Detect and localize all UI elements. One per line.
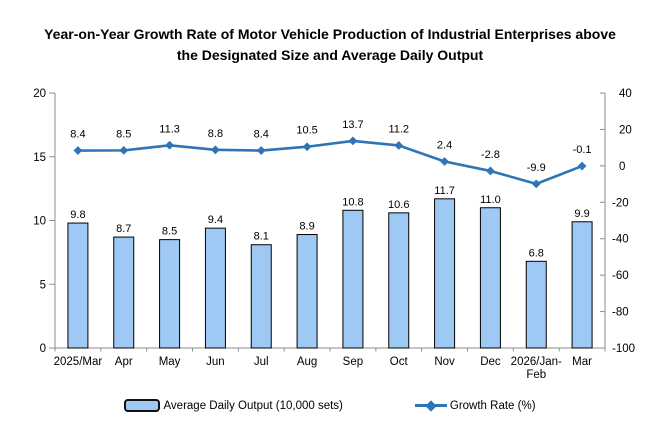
line-point-marker: [577, 161, 587, 171]
x-axis-label: Jun: [206, 356, 225, 368]
x-axis-label: Sep: [343, 356, 363, 368]
x-axis-label: 2025/Mar: [54, 356, 103, 368]
x-axis-label: Nov: [434, 356, 455, 368]
growth-value-label: -0.1: [573, 144, 592, 156]
bar-value-label: 10.6: [388, 199, 409, 211]
x-axis-label: Apr: [115, 356, 133, 368]
bar-value-label: 9.9: [574, 208, 589, 220]
bar-swatch-icon: [124, 399, 161, 412]
line-point-marker: [440, 157, 449, 166]
right-axis-tick-label: 20: [619, 124, 632, 136]
growth-value-label: 8.8: [208, 128, 223, 140]
x-axis-label: Feb: [526, 369, 546, 381]
bar-value-label: 11.7: [434, 185, 455, 197]
x-axis-label: Aug: [297, 356, 317, 368]
x-axis-label: 2026/Jan-: [511, 356, 562, 368]
bar: [388, 212, 410, 349]
line-point-marker: [256, 146, 266, 155]
legend-label-output: Average Daily Output (10,000 sets): [163, 399, 343, 412]
bar: [479, 207, 501, 349]
growth-value-label: 13.7: [342, 119, 363, 131]
line-point-marker: [486, 166, 495, 176]
left-axis-tick-label: 15: [33, 152, 46, 164]
right-axis-tick-label: -60: [612, 270, 629, 282]
right-axis-tick-label: 0: [619, 161, 625, 173]
left-axis-tick-label: 5: [40, 279, 46, 291]
bar: [204, 227, 226, 349]
bar-value-label: 10.8: [342, 196, 363, 208]
line-point-marker: [394, 141, 404, 150]
left-axis-tick-label: 0: [40, 343, 46, 355]
x-axis-label: May: [159, 356, 181, 368]
line-swatch-icon: [414, 399, 447, 412]
x-axis-label: Jul: [254, 356, 269, 368]
growth-value-label: -2.8: [481, 149, 500, 161]
growth-value-label: 10.5: [296, 125, 317, 137]
legend-label-growth: Growth Rate (%): [449, 399, 536, 412]
growth-line: [77, 139, 583, 186]
bar: [159, 239, 181, 349]
right-axis-tick-label: -40: [612, 234, 629, 246]
left-axis-tick-label: 20: [33, 88, 46, 100]
bar-value-label: 6.8: [529, 247, 544, 259]
bar: [250, 244, 272, 349]
bar-value-label: 11.0: [480, 194, 501, 206]
line-point-marker: [211, 145, 220, 155]
bar-value-label: 8.9: [299, 221, 314, 233]
growth-value-label: 8.4: [254, 129, 269, 141]
line-point-marker: [302, 142, 312, 152]
bar-value-label: 8.7: [116, 223, 131, 235]
growth-value-label: 8.4: [70, 129, 85, 141]
growth-value-label: 11.2: [388, 123, 409, 135]
chart-title: Year-on-Year Growth Rate of Motor Vehicl…: [44, 26, 616, 63]
right-axis-tick-label: -80: [612, 307, 629, 319]
x-axis-label: Mar: [572, 356, 592, 368]
x-axis-label: Oct: [390, 356, 409, 368]
bar: [434, 198, 456, 349]
legend-item-growth: Growth Rate (%): [414, 399, 536, 412]
right-axis-tick-label: -100: [612, 343, 635, 355]
right-axis-tick-label: -20: [612, 197, 629, 209]
bar-value-label: 9.8: [70, 209, 85, 221]
line-point-marker: [531, 179, 541, 189]
chart-legend: Average Daily Output (10,000 sets) Growt…: [0, 399, 660, 412]
line-point-marker: [165, 140, 174, 150]
bar: [342, 209, 364, 349]
left-axis-tick-label: 10: [33, 216, 46, 228]
bar: [113, 236, 135, 349]
bar-value-label: 8.5: [162, 226, 177, 238]
bar: [525, 260, 547, 349]
growth-value-label: 11.3: [159, 123, 180, 135]
bar-value-label: 8.1: [254, 231, 269, 243]
x-axis-label: Dec: [480, 356, 501, 368]
right-axis-tick-label: 40: [619, 88, 632, 100]
bar: [296, 234, 318, 349]
growth-value-label: 8.5: [116, 128, 131, 140]
line-point-marker: [73, 146, 83, 155]
line-point-marker: [119, 145, 129, 155]
bar-value-label: 9.4: [208, 214, 223, 226]
bar: [67, 222, 89, 349]
growth-value-label: -9.9: [527, 162, 546, 174]
bar: [571, 221, 593, 349]
legend-item-output: Average Daily Output (10,000 sets): [124, 399, 343, 412]
line-point-marker: [348, 136, 358, 146]
diamond-marker-icon: [425, 399, 437, 412]
growth-value-label: 2.4: [437, 139, 452, 151]
